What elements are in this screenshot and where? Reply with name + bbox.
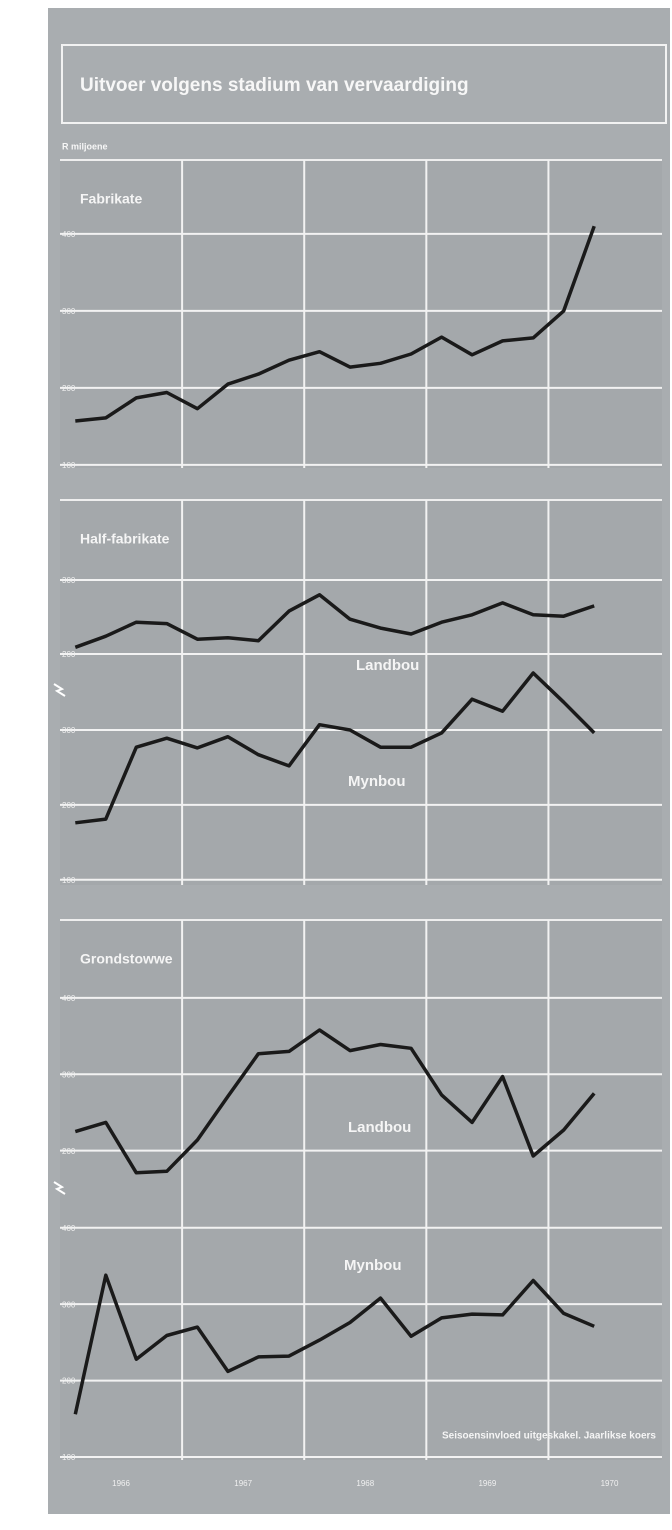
y-tick-label: 200 xyxy=(62,1147,76,1156)
series-label: Mynbou xyxy=(344,1257,402,1274)
axis-break xyxy=(53,683,66,697)
y-tick-label: 400 xyxy=(62,230,76,239)
y-tick-label: 400 xyxy=(62,1224,76,1233)
panel-title: Grondstowwe xyxy=(80,951,173,967)
unit-label: R miljoene xyxy=(62,141,108,151)
panel-title: Half-fabrikate xyxy=(80,531,170,547)
panel xyxy=(60,500,662,885)
x-tick-label: 1968 xyxy=(356,1479,374,1488)
y-tick-label: 300 xyxy=(62,576,76,585)
series-label: Mynbou xyxy=(348,773,406,790)
data-line xyxy=(74,1028,596,1175)
y-tick-label: 300 xyxy=(62,307,76,316)
data-line xyxy=(75,225,596,423)
series-label: Landbou xyxy=(348,1119,411,1136)
x-tick-label: 1969 xyxy=(478,1479,496,1488)
y-tick-label: 100 xyxy=(62,461,76,470)
axis-break xyxy=(53,1181,66,1195)
x-tick-label: 1970 xyxy=(601,1479,619,1488)
data-line xyxy=(74,593,595,649)
y-tick-label: 400 xyxy=(62,994,76,1003)
x-tick-label: 1967 xyxy=(234,1479,252,1488)
y-tick-label: 300 xyxy=(62,726,76,735)
title-box xyxy=(61,44,667,124)
y-tick-label: 200 xyxy=(62,650,76,659)
y-tick-label: 300 xyxy=(62,1300,76,1309)
chart-title: Uitvoer volgens stadium van vervaardigin… xyxy=(80,75,469,96)
panel-title: Fabrikate xyxy=(80,191,142,207)
x-tick-label: 1966 xyxy=(112,1479,130,1488)
y-tick-label: 300 xyxy=(62,1070,76,1079)
series-label: Landbou xyxy=(356,657,419,674)
y-tick-label: 200 xyxy=(62,801,76,810)
y-tick-label: 100 xyxy=(62,1453,76,1462)
note: Seisoensinvloed uitgeskakel. Jaarlikse k… xyxy=(442,1431,656,1442)
y-tick-label: 200 xyxy=(62,1377,76,1386)
y-tick-label: 100 xyxy=(62,876,76,885)
data-line xyxy=(73,1273,595,1415)
y-tick-label: 200 xyxy=(62,384,76,393)
data-line xyxy=(75,671,596,825)
panel xyxy=(60,160,662,468)
panel xyxy=(60,920,662,1460)
